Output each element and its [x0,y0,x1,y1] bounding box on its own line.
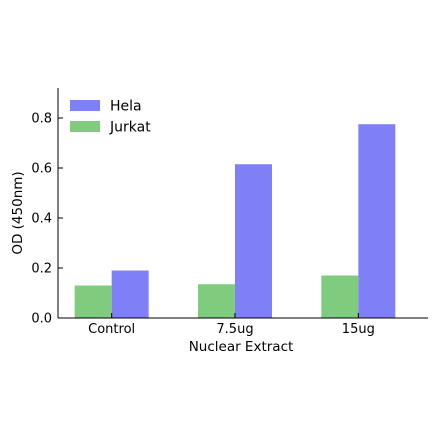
bar-hela-15ug [358,124,396,318]
legend-swatch-jurkat [70,121,100,132]
y-tick-label: 0.0 [31,312,52,327]
x-tick-label: 15ug [342,322,375,337]
legend-label-jurkat: Jurkat [109,120,151,136]
bars-group [74,124,396,318]
y-tick-label: 0.6 [31,162,52,177]
bar-jurkat-75ug [198,284,235,318]
x-tick-label: Control [88,322,135,337]
bar-jurkat-15ug [321,275,359,318]
y-axis-label: OD (450nm) [10,171,26,254]
y-ticks-group: 0.0 0.2 0.4 0.6 0.8 [31,112,63,327]
x-tick-label: 7.5ug [216,322,253,337]
y-tick-label: 0.4 [31,212,52,227]
bar-hela-75ug [235,164,272,318]
x-axis-label: Nuclear Extract [189,339,294,355]
legend: Hela Jurkat [70,99,151,136]
y-tick-label: 0.8 [31,112,52,127]
x-ticks-group: Control 7.5ug 15ug [88,313,375,337]
legend-swatch-hela [70,100,100,111]
y-tick-label: 0.2 [31,262,52,277]
bar-hela-control [111,270,149,318]
legend-label-hela: Hela [110,99,142,115]
bar-jurkat-control [74,285,112,318]
